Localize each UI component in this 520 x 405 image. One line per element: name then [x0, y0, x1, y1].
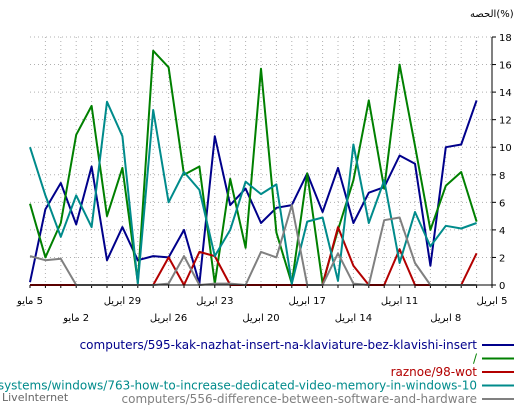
y-tick-label: 4	[499, 226, 505, 237]
y-axis-ticks: 0 2 4 6 8 10 12 14 16 18	[492, 33, 512, 292]
x-tick-label: 5 ابريل	[477, 296, 508, 307]
legend-label: computers/556-difference-between-softwar…	[122, 392, 477, 405]
y-axis-label: الحصه(%)	[470, 9, 514, 20]
y-tick-label: 8	[499, 171, 505, 182]
legend-label: raznoe/98-wot	[391, 365, 478, 379]
x-tick-label: 23 ابريل	[196, 296, 233, 307]
x-axis-ticks: 5 مايو 29 ابريل 23 ابريل 17 ابريل 11 ابريل 5 …	[16, 285, 508, 324]
x-tick-label: 20 ابريل	[242, 313, 279, 324]
legend-label: /	[473, 352, 478, 366]
grid	[30, 36, 492, 285]
y-tick-label: 16	[499, 61, 512, 72]
legend-label: computers/595-kak-nazhat-insert-na-klavi…	[80, 338, 478, 352]
x-tick-label: 14 ابريل	[335, 313, 372, 324]
y-tick-label: 12	[499, 116, 512, 127]
x-tick-label: 2 مايو	[62, 313, 89, 324]
x-tick-label: 8 ابريل	[430, 313, 461, 324]
y-tick-label: 0	[499, 281, 505, 292]
legend: computers/595-kak-nazhat-insert-na-klavi…	[0, 338, 514, 405]
y-tick-label: 14	[499, 88, 512, 99]
series-line	[29, 49, 478, 285]
x-tick-label: 26 ابريل	[150, 313, 187, 324]
legend-label: -systems/windows/763-how-to-increase-ded…	[0, 379, 477, 393]
x-tick-label: 5 مايو	[16, 296, 43, 307]
x-tick-label: 29 ابريل	[104, 296, 141, 307]
series-line	[29, 100, 477, 285]
y-tick-label: 10	[499, 143, 512, 154]
credit-label: LiveInternet	[2, 391, 69, 404]
series-line	[29, 100, 478, 285]
y-tick-label: 18	[499, 33, 512, 44]
x-tick-label: 17 ابريل	[289, 296, 326, 307]
y-tick-label: 6	[499, 198, 505, 209]
x-tick-label: 11 ابريل	[381, 296, 418, 307]
y-tick-label: 2	[499, 253, 505, 264]
